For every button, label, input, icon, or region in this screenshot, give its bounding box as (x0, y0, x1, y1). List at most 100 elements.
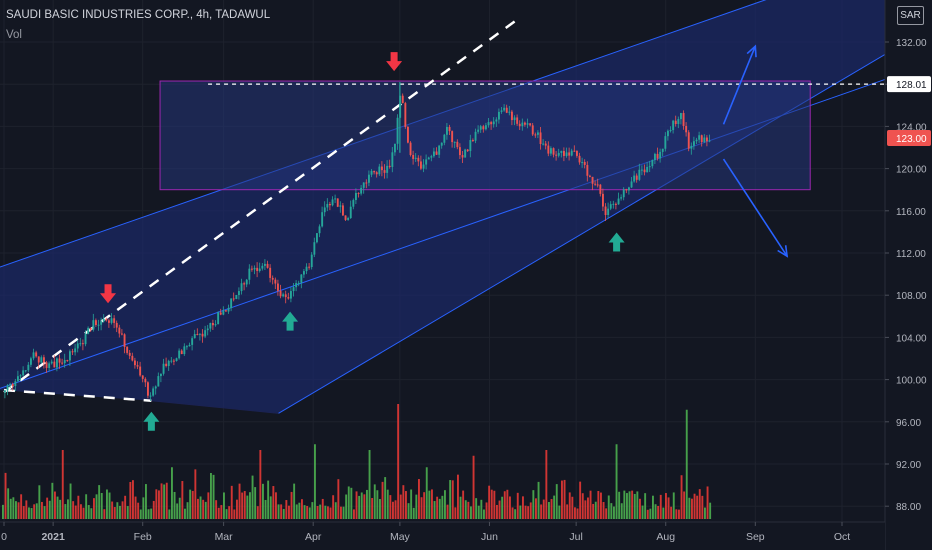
candle-body (700, 135, 703, 143)
volume-bar (100, 492, 103, 519)
projection-arrow-head[interactable] (746, 44, 757, 58)
volume-bar (545, 450, 548, 519)
volume-bar (613, 506, 615, 519)
candle-body (238, 291, 240, 296)
projection-arrow-line[interactable] (722, 158, 788, 257)
candle-body (193, 334, 196, 339)
last-price-tag[interactable] (887, 129, 931, 146)
annotation-layer[interactable] (100, 44, 789, 431)
volume-bar (152, 500, 155, 519)
volume-bar (98, 485, 101, 519)
volume-bar (529, 502, 532, 519)
price-tick-label: 124.00 (896, 122, 927, 133)
candle-body (141, 375, 144, 379)
price-axis[interactable]: 132.00128.00124.00120.00116.00112.00108.… (884, 0, 932, 550)
volume-bar (652, 495, 654, 519)
price-tick-label: 88.00 (896, 502, 921, 513)
volume-bar (704, 507, 706, 519)
volume-bar (129, 481, 132, 519)
volume-bar (43, 506, 46, 519)
volume-bar (197, 498, 199, 519)
dashed-trend-line[interactable] (3, 19, 517, 394)
candle-body (32, 352, 35, 359)
candle-body (147, 382, 149, 396)
candle-body (69, 351, 71, 361)
volume-bar (77, 495, 80, 519)
candle-body (581, 161, 584, 163)
candle-body (279, 290, 282, 297)
candle-body (420, 161, 422, 169)
projection-arrow-head[interactable] (777, 245, 789, 258)
volume-bar (176, 503, 179, 519)
candle-body (19, 375, 22, 377)
volume-bar (568, 492, 571, 519)
volume-bar (436, 496, 439, 519)
candlestick-series[interactable] (4, 82, 711, 401)
volume-bar (537, 481, 540, 519)
projection-arrow-line[interactable] (722, 45, 757, 125)
candle-body (30, 358, 32, 365)
volume-bar (67, 499, 69, 519)
volume-bar (215, 500, 218, 519)
range-box[interactable] (159, 80, 811, 191)
volume-bar (524, 505, 527, 519)
volume-bar (379, 499, 381, 519)
candle-body (269, 267, 272, 278)
candle-body (550, 148, 552, 154)
candle-body (313, 242, 316, 255)
price-tick-label: 96.00 (896, 418, 921, 429)
candle-body (305, 266, 308, 272)
candle-body (591, 176, 594, 184)
volume-bar (475, 498, 478, 519)
arrow-down-marker[interactable] (100, 284, 117, 304)
volume-bar (46, 497, 49, 519)
volume-indicator-label[interactable]: Vol (6, 29, 22, 41)
volume-bar (535, 498, 537, 519)
level-price-tag[interactable] (887, 76, 931, 93)
candle-body (378, 166, 381, 175)
candle-body (251, 268, 253, 270)
candle-body (386, 165, 389, 173)
candle-body (560, 150, 563, 153)
candle-body (209, 322, 212, 329)
volume-bar (293, 483, 296, 519)
candle-body (115, 322, 118, 328)
volume-bar (579, 481, 582, 519)
volume-bar (675, 509, 678, 519)
currency-badge[interactable]: SAR (897, 6, 924, 25)
candle-body (144, 378, 147, 383)
volume-bar (657, 505, 660, 519)
time-axis[interactable]: 0 2021 Feb Mar Apr May Jun Jul Aug Sep Oct (0, 521, 885, 550)
candle-body (677, 119, 680, 124)
arrow-up-marker[interactable] (608, 232, 625, 252)
candle-body (557, 152, 560, 156)
candle-body (438, 145, 441, 155)
candle-body (511, 111, 513, 121)
arrow-up-marker[interactable] (282, 311, 299, 331)
time-tick-label: Apr (305, 531, 322, 543)
volume-bar (233, 509, 236, 519)
candle-body (258, 268, 261, 271)
arrow-down-marker[interactable] (386, 52, 403, 72)
candle-body (693, 141, 695, 146)
volume-bar (412, 507, 415, 519)
candle-body (149, 395, 152, 397)
dashed-support-line[interactable] (3, 388, 152, 402)
volume-bar (295, 504, 298, 519)
volume-bar (470, 506, 472, 519)
volume-bar (423, 492, 426, 519)
candle-body (173, 360, 175, 362)
candle-body (617, 198, 620, 205)
candle-body (539, 132, 542, 145)
volume-bar (639, 498, 641, 519)
arrow-up-marker[interactable] (143, 411, 160, 431)
candle-body (321, 212, 324, 227)
candle-body (196, 334, 199, 336)
candle-body (396, 117, 399, 144)
volume-bar (665, 493, 667, 519)
candle-body (568, 152, 571, 156)
candle-body (4, 390, 6, 393)
volume-bar (446, 504, 449, 519)
candle-body (682, 113, 685, 126)
